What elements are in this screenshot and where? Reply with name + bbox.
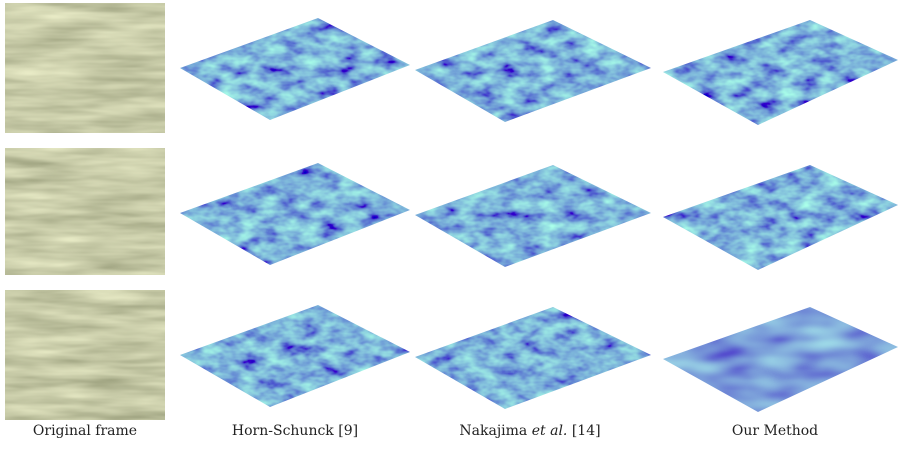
flow-surface bbox=[415, 20, 651, 122]
column-caption: Original frame bbox=[0, 423, 195, 439]
flow-surface bbox=[663, 307, 898, 412]
figure: Original frame Horn-Schunck [9] Nakajima… bbox=[0, 0, 902, 465]
original-frame bbox=[5, 148, 165, 275]
flow-surface bbox=[415, 165, 651, 267]
caption-part: Nakajima bbox=[459, 423, 527, 439]
caption-part: et al. bbox=[532, 423, 568, 439]
column-caption: Horn-Schunck [9] bbox=[185, 423, 405, 439]
column-caption: Nakajima et al. [14] bbox=[420, 423, 640, 439]
figure-panels bbox=[0, 0, 902, 420]
caption-part: [14] bbox=[572, 423, 601, 439]
flow-surface bbox=[180, 305, 410, 407]
original-frame bbox=[5, 290, 165, 420]
flow-surface bbox=[663, 165, 898, 270]
column-caption: Our Method bbox=[665, 423, 885, 439]
flow-surface bbox=[415, 307, 651, 409]
original-frame bbox=[5, 3, 165, 133]
flow-surface bbox=[180, 163, 410, 265]
flow-surface bbox=[180, 18, 410, 120]
flow-surface bbox=[663, 20, 898, 125]
